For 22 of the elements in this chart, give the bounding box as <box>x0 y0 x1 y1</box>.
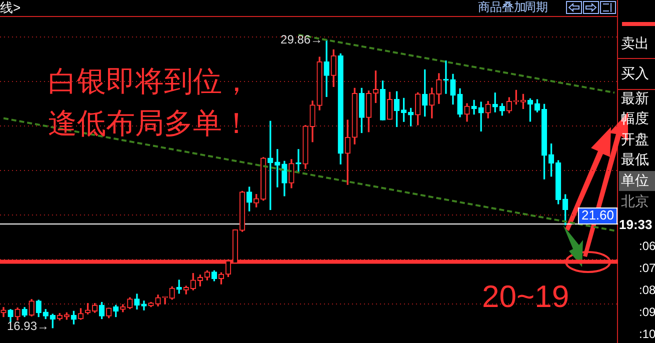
text: :06 <box>639 239 655 253</box>
annotation: 白银即将到位， <box>48 66 251 98</box>
text: 线> <box>0 0 21 15</box>
annotation: 16.93→ <box>7 319 50 333</box>
annotation: 20~19 <box>482 279 570 314</box>
text: 开盘 <box>621 131 649 147</box>
annotation: 逢低布局多单！ <box>48 108 251 140</box>
text: 19:33 <box>619 217 652 232</box>
text: :07 <box>639 261 655 275</box>
text: :10 <box>639 327 655 341</box>
ref-line-label: 21.60 <box>581 208 614 223</box>
annotation: 29.86→ <box>280 32 323 46</box>
text: 商品叠加 <box>478 0 526 14</box>
text: 最低 <box>621 151 649 167</box>
text: 单位 <box>621 172 649 188</box>
text: 北京 <box>621 193 649 209</box>
text: :09 <box>639 305 655 319</box>
text: 卖出 <box>621 35 649 51</box>
text: 最新 <box>621 90 649 106</box>
text: 周期 <box>524 0 548 14</box>
text: :08 <box>639 283 655 297</box>
text: 买入 <box>621 65 649 81</box>
